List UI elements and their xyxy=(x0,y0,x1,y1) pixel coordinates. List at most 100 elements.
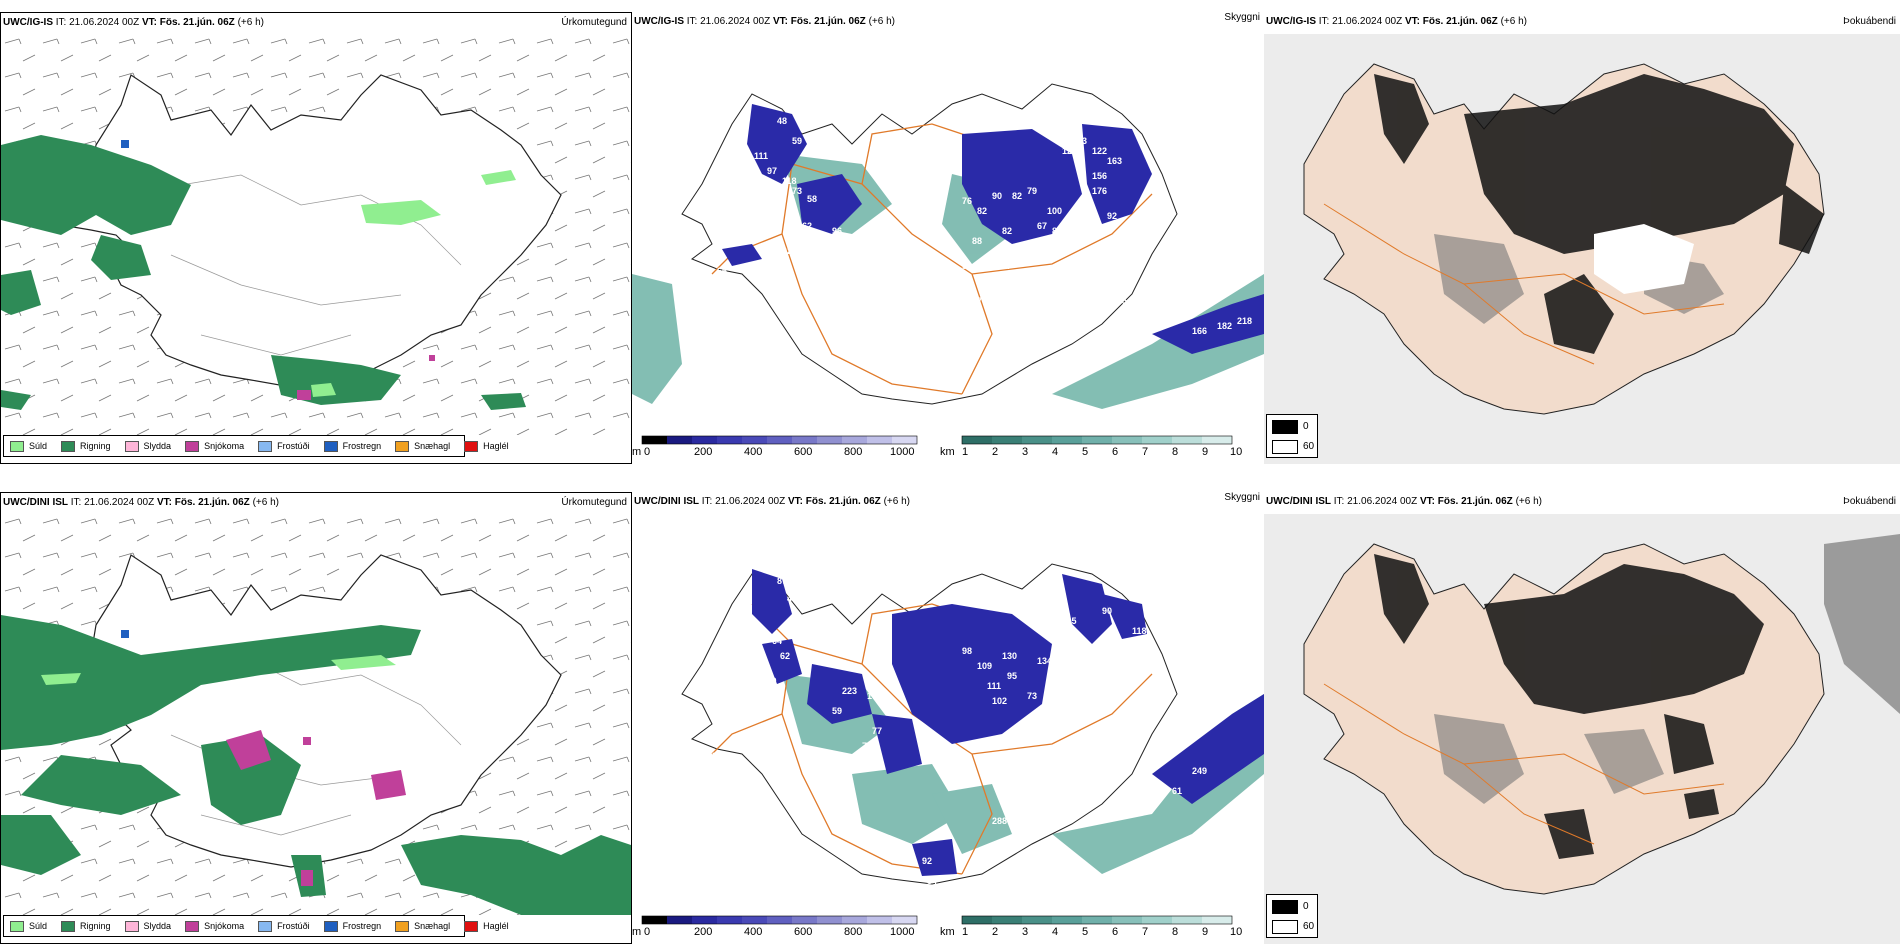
lead-time: (+6 h) xyxy=(252,497,279,508)
ceiling-value-label: 54 xyxy=(800,618,810,628)
model-name: UWC/IG-IS xyxy=(1266,16,1316,27)
ceiling-value-label: 80 xyxy=(1052,226,1062,236)
ceiling-value-label: 92 xyxy=(1107,211,1117,221)
scale-row: m 0 200 400 600 800 1000 km 1 2 3 4 5 6 … xyxy=(632,434,1264,460)
ceiling-value-label: 118 xyxy=(1052,231,1067,241)
ceiling-value-label: 130 xyxy=(1002,651,1017,661)
ceiling-visibility-panel-row1: UWC/IG-IS IT: 21.06.2024 00Z VT: Fös. 21… xyxy=(632,12,1264,464)
cloud-legend-bottom: 60 xyxy=(1303,441,1315,452)
visibility-scale-bar xyxy=(961,915,1233,925)
it-label: IT: xyxy=(55,17,67,28)
low-ceiling-areas xyxy=(752,569,1264,876)
ceiling-unit: m xyxy=(632,926,642,938)
panel-header: UWC/DINI ISL IT: 21.06.2024 00Z VT: Fös.… xyxy=(634,496,910,507)
ceiling-value-label: 182 xyxy=(1217,321,1232,331)
model-name: UWC/DINI ISL xyxy=(634,496,699,507)
ceiling-value-label: 153 xyxy=(1072,136,1087,146)
ceiling-value-label: 62 xyxy=(780,651,790,661)
cloud-legend-bottom: 60 xyxy=(1303,921,1315,932)
lead-time: (+6 h) xyxy=(1515,496,1542,507)
ceiling-value-label: 62 xyxy=(802,221,812,231)
init-time: 21.06.2024 00Z xyxy=(1332,16,1403,27)
ceiling-value-label: 166 xyxy=(1192,326,1207,336)
ceiling-value-label: 76 xyxy=(962,196,972,206)
ceiling-value-label: 96 xyxy=(832,226,842,236)
ceiling-value-label: 73 xyxy=(1027,691,1037,701)
lead-time: (+6 h) xyxy=(868,16,895,27)
iceland-outline xyxy=(681,83,1178,405)
ceiling-value-label: 90 xyxy=(962,261,972,271)
model-name: UWC/IG-IS xyxy=(3,17,53,28)
init-time: 21.06.2024 00Z xyxy=(700,16,771,27)
panel-title: Þokuábendi xyxy=(1843,496,1896,507)
visibility-tick: 2 xyxy=(992,446,999,458)
ceiling-tick: 800 xyxy=(844,446,863,458)
ceiling-value-label: 174 xyxy=(867,691,882,701)
iceland-outline xyxy=(59,554,562,868)
ceiling-value-label: 118 xyxy=(782,176,797,186)
legend-item: Frostregn xyxy=(323,920,381,932)
lead-time: (+6 h) xyxy=(237,17,264,28)
ceiling-tick: 1000 xyxy=(890,926,915,938)
ceiling-value-label: 82 xyxy=(1002,226,1012,236)
ceiling-scale-bar xyxy=(641,915,918,925)
vt-label: VT: xyxy=(1404,16,1420,27)
ceiling-tick: 600 xyxy=(794,926,813,938)
ceiling-value-label: 102 xyxy=(992,696,1007,706)
iceland-outline xyxy=(681,563,1178,885)
ceiling-value-label: 77 xyxy=(872,726,882,736)
cloud-panel-row2: UWC/DINI ISL IT: 21.06.2024 00Z VT: Fös.… xyxy=(1264,492,1900,944)
panel-title: Skyggni xyxy=(1224,492,1260,503)
visibility-unit: km xyxy=(940,446,955,458)
visibility-tick: 5 xyxy=(1082,446,1089,458)
rain-areas xyxy=(1,135,526,410)
color-scales xyxy=(641,435,1233,445)
legend-item: Súld xyxy=(10,440,47,452)
valid-time: Fös. 21.jún. 06Z xyxy=(790,16,866,27)
valid-time: Fös. 21.jún. 06Z xyxy=(159,17,235,28)
precip-type-panel-row1: UWC/IG-IS IT: 21.06.2024 00Z VT: Fös. 21… xyxy=(0,12,632,464)
ceiling-value-label: 66 xyxy=(717,266,727,276)
precip-type-panel-row2: UWC/DINI ISL IT: 21.06.2024 00Z VT: Fös.… xyxy=(0,492,632,944)
ceiling-value-label: 95 xyxy=(1007,671,1017,681)
legend-item: Rigning xyxy=(61,920,111,932)
visibility-tick: 8 xyxy=(1172,926,1179,938)
visibility-tick: 6 xyxy=(1112,926,1119,938)
ceiling-value-label: 128 xyxy=(1062,146,1077,156)
ceiling-value-label: 223 xyxy=(842,686,857,696)
ceiling-tick: 800 xyxy=(844,926,863,938)
ceiling-tick: 1000 xyxy=(890,446,915,458)
visibility-tick: 7 xyxy=(1142,446,1149,458)
cloud-swatch-white xyxy=(1272,920,1298,934)
cloud-map-row1 xyxy=(1264,34,1900,464)
ceiling-value-label: 120 xyxy=(1057,656,1072,666)
visibility-tick: 3 xyxy=(1022,926,1029,938)
panel-title: Þokuábendi xyxy=(1843,16,1896,27)
visibility-tick: 4 xyxy=(1052,926,1059,938)
visibility-tick: 6 xyxy=(1112,446,1119,458)
cloud-map-row2 xyxy=(1264,514,1900,944)
ceiling-value-label: 156 xyxy=(1092,171,1107,181)
ceiling-value-label: 249 xyxy=(1192,766,1207,776)
snow-areas xyxy=(297,355,435,400)
ceiling-scale-bar xyxy=(641,435,918,445)
ceiling-value-label: 65 xyxy=(1117,296,1127,306)
ceiling-value-label: 77 xyxy=(977,296,987,306)
ceiling-value-label: 77 xyxy=(1122,676,1132,686)
ceiling-value-label: 34 xyxy=(927,876,937,886)
cloud-legend: 0 60 xyxy=(1266,414,1318,458)
panel-header: UWC/DINI ISL IT: 21.06.2024 00Z VT: Fös.… xyxy=(3,497,279,508)
lead-time: (+6 h) xyxy=(883,496,910,507)
snow-areas xyxy=(226,730,406,886)
valid-time: Fös. 21.jún. 06Z xyxy=(805,496,881,507)
ceiling-tick: 400 xyxy=(744,926,763,938)
ceiling-value-label: 82 xyxy=(977,206,987,216)
visibility-tick: 10 xyxy=(1230,926,1243,938)
legend-item: Snjókoma xyxy=(185,920,244,932)
ceiling-value-label: 45 xyxy=(787,594,797,604)
ceiling-value-label: 88 xyxy=(972,236,982,246)
ceiling-value-label: 129 xyxy=(862,336,877,346)
scale-row: m 0 200 400 600 800 1000 km 1 2 3 4 5 6 … xyxy=(632,914,1264,940)
ceiling-value-label: 90 xyxy=(992,191,1002,201)
